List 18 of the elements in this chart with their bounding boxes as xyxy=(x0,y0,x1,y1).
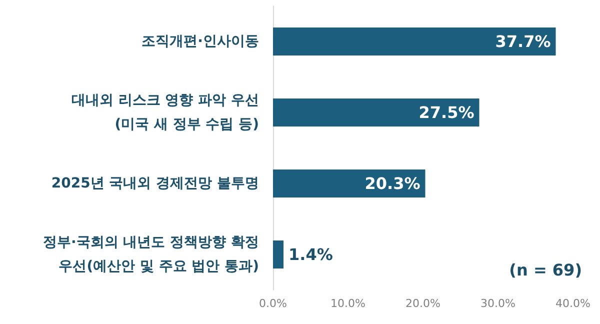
x-tick-label: 20.0% xyxy=(406,297,440,310)
x-tick-label: 30.0% xyxy=(480,297,516,310)
annotation: (n = 69) xyxy=(509,260,582,280)
bar xyxy=(273,98,480,126)
data-label: 1.4% xyxy=(288,245,333,264)
bar xyxy=(273,28,556,56)
y-tick-label: 2025년 국내외 경제전망 불투명 xyxy=(51,176,259,192)
bar xyxy=(273,170,426,198)
x-tick-label: 10.0% xyxy=(330,297,366,310)
data-label: 27.5% xyxy=(418,103,474,122)
bar xyxy=(273,240,284,268)
x-tick-label: 0.0% xyxy=(259,297,287,310)
y-tick-label: 대내외 리스크 영향 파악 우선 (미국 새 정부 수립 등) xyxy=(72,92,259,132)
y-tick-label: 정부·국회의 내년도 정책방향 확정 우선(예산안 및 주요 법안 통과) xyxy=(43,234,259,274)
x-tick-label: 40.0% xyxy=(556,297,590,310)
data-label: 37.7% xyxy=(495,32,551,51)
data-label: 20.3% xyxy=(364,174,420,193)
y-tick-label: 조직개편·인사이동 xyxy=(142,34,259,50)
